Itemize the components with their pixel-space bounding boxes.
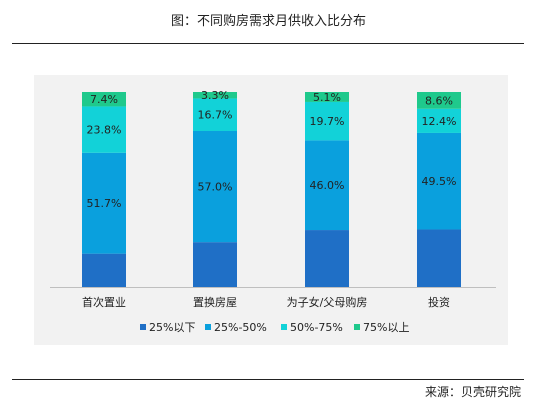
top-divider: [12, 43, 524, 44]
data-label: 12.4%: [422, 115, 457, 128]
legend-label: 25%-50%: [214, 321, 267, 334]
data-label: 3.3%: [201, 89, 229, 102]
data-label: 19.7%: [310, 115, 345, 128]
bar-segment: [417, 132, 461, 230]
data-label: 46.0%: [310, 179, 345, 192]
bar-segment: [417, 229, 461, 287]
x-tick-label: 置换房屋: [193, 295, 237, 309]
bar-segment: [82, 152, 126, 254]
bar-segment: [417, 92, 461, 109]
bar-segment: [305, 92, 349, 102]
legend-swatch: [281, 324, 287, 330]
bar-segment: [193, 242, 237, 287]
bar-segment: [82, 253, 126, 287]
x-tick-label: 为子女/父母购房: [287, 295, 368, 309]
bar-segment: [82, 106, 126, 153]
x-tick-label: 首次置业: [82, 295, 126, 309]
source-note: 来源：贝壳研究院: [424, 385, 521, 399]
legend-swatch: [354, 324, 360, 330]
data-label: 57.0%: [198, 181, 233, 194]
bar-segment: [193, 92, 237, 99]
data-label: 23.8%: [87, 124, 122, 137]
chart-title: 图：不同购房需求月供收入比分布: [170, 14, 366, 29]
bottom-divider: [12, 379, 524, 380]
data-label: 51.7%: [87, 197, 122, 210]
bar-segment: [305, 101, 349, 141]
bar-segment: [193, 98, 237, 131]
bar-segment: [305, 140, 349, 231]
bar-segment: [193, 131, 237, 243]
data-label: 5.1%: [313, 91, 341, 104]
legend-swatch: [140, 324, 146, 330]
x-tick-label: 投资: [428, 295, 450, 309]
legend-label: 25%以下: [149, 321, 195, 334]
legend-swatch: [205, 324, 211, 330]
data-label: 8.6%: [425, 94, 453, 107]
bar-segment: [82, 92, 126, 107]
data-label: 7.4%: [90, 93, 118, 106]
legend-label: 50%-75%: [290, 321, 343, 334]
bar-segment: [305, 230, 349, 287]
data-label: 49.5%: [422, 175, 457, 188]
data-label: 16.7%: [198, 109, 233, 122]
bar-segment: [417, 108, 461, 133]
legend-label: 75%以上: [363, 321, 409, 334]
